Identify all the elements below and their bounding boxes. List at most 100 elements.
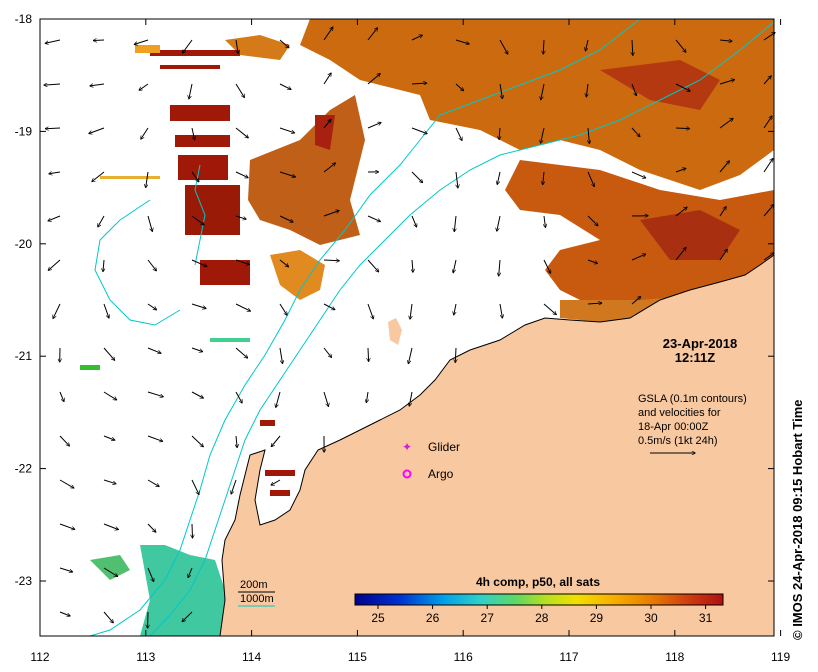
velocity-arrow	[543, 171, 544, 185]
y-tick-label: -20	[15, 237, 33, 251]
velocity-arrow	[191, 259, 207, 266]
velocity-arrow	[499, 127, 500, 139]
velocity-arrow	[89, 127, 105, 134]
colorbar-title: 4h comp, p50, all sats	[476, 575, 600, 589]
coastline	[219, 254, 774, 636]
velocity-arrow	[410, 303, 413, 319]
bathymetry-legend: 200m 1000m	[238, 579, 275, 607]
velocity-arrow	[98, 215, 105, 227]
velocity-arrow	[455, 347, 456, 362]
velocity-arrow	[139, 83, 149, 90]
velocity-arrow	[412, 259, 413, 272]
glider-marker: ✦	[402, 440, 412, 454]
velocity-arrow	[188, 567, 193, 577]
velocity-arrows	[44, 27, 775, 628]
velocity-arrow	[59, 479, 74, 488]
velocity-arrow	[59, 567, 73, 572]
velocity-arrow	[408, 347, 413, 364]
velocity-arrow	[543, 259, 551, 273]
velocity-arrow	[497, 171, 501, 184]
colorbar-tick-label: 29	[590, 611, 604, 625]
velocity-arrow	[368, 347, 369, 361]
velocity-arrow	[411, 171, 423, 183]
velocity-arrow	[147, 303, 156, 310]
velocity-arrow	[543, 39, 544, 54]
y-tick-label: -21	[15, 349, 33, 363]
velocity-arrow	[631, 297, 641, 305]
velocity-arrow	[323, 73, 331, 85]
velocity-arrow	[103, 479, 116, 484]
colorbar: 4h comp, p50, all sats 25 26 27 28 29 30 31	[354, 575, 724, 625]
velocity-arrow	[235, 39, 238, 53]
velocity-arrow	[236, 435, 237, 447]
velocity-arrow	[499, 259, 500, 276]
bathy-1000-label: 1000m	[240, 593, 274, 605]
velocity-arrow	[675, 83, 690, 91]
x-tick-label: 113	[136, 650, 155, 664]
velocity-arrow	[541, 83, 545, 100]
velocity-arrow	[719, 119, 733, 129]
colorbar-tick-label: 28	[535, 611, 549, 625]
velocity-arrow	[279, 347, 283, 363]
velocity-arrow	[763, 253, 774, 261]
velocity-arrow	[235, 347, 248, 358]
velocity-arrow	[279, 127, 294, 133]
velocity-arrow	[134, 39, 149, 44]
velocity-arrow	[323, 347, 331, 357]
velocity-arrow	[366, 391, 368, 402]
x-tick-label: 117	[559, 650, 578, 664]
y-tick-label: -19	[15, 124, 33, 138]
velocity-arrow	[231, 479, 237, 494]
velocity-arrow	[103, 391, 117, 400]
velocity-arrow	[455, 39, 469, 44]
velocity-arrow	[411, 35, 422, 41]
x-tick-label: 115	[348, 650, 367, 664]
velocity-arrow	[279, 215, 293, 222]
velocity-arrow	[675, 168, 686, 173]
velocity-arrow	[191, 215, 204, 225]
velocity-arrow	[499, 83, 502, 99]
velocity-arrow	[497, 215, 501, 231]
velocity-arrow	[675, 248, 686, 261]
velocity-arrow	[103, 435, 115, 440]
velocity-arrow	[103, 567, 118, 576]
velocity-arrow	[323, 303, 335, 310]
velocity-arrow	[235, 259, 249, 265]
velocity-arrow	[367, 74, 380, 85]
velocity-arrow	[147, 215, 152, 231]
velocity-arrow	[94, 40, 105, 41]
velocity-arrow	[182, 611, 193, 622]
velocity-arrow	[587, 303, 602, 304]
velocity-arrow	[323, 391, 328, 406]
velocity-arrow	[147, 391, 163, 397]
velocity-arrow	[59, 391, 64, 401]
velocity-arrow	[279, 39, 289, 48]
velocity-arrow	[499, 303, 502, 318]
velocity-arrow	[279, 171, 295, 177]
y-tick-label: -23	[15, 574, 33, 588]
velocity-arrow	[45, 39, 61, 43]
velocity-arrow	[191, 479, 199, 494]
velocity-arrow	[543, 303, 556, 315]
velocity-arrow	[367, 28, 377, 41]
velocity-arrow	[235, 171, 248, 178]
velocity-arrow	[367, 123, 381, 129]
glider-label: Glider	[428, 440, 460, 454]
velocity-arrow	[191, 391, 203, 398]
velocity-arrow	[453, 259, 457, 273]
velocity-arrow	[455, 171, 458, 188]
x-tick-label: 112	[30, 650, 49, 664]
x-tick-label: 119	[771, 650, 790, 664]
velocity-arrow	[279, 303, 287, 315]
velocity-arrow	[455, 127, 462, 140]
colorbar-gradient	[354, 593, 724, 606]
gsla-annotation: GSLA (0.1m contours) and velocities for …	[638, 393, 747, 453]
velocity-arrow	[147, 347, 161, 353]
velocity-arrow	[675, 207, 687, 217]
velocity-arrow	[146, 171, 149, 187]
velocity-arrow	[271, 435, 281, 447]
velocity-arrow	[191, 435, 203, 447]
velocity-arrow	[587, 215, 598, 226]
velocity-arrow	[189, 83, 193, 99]
